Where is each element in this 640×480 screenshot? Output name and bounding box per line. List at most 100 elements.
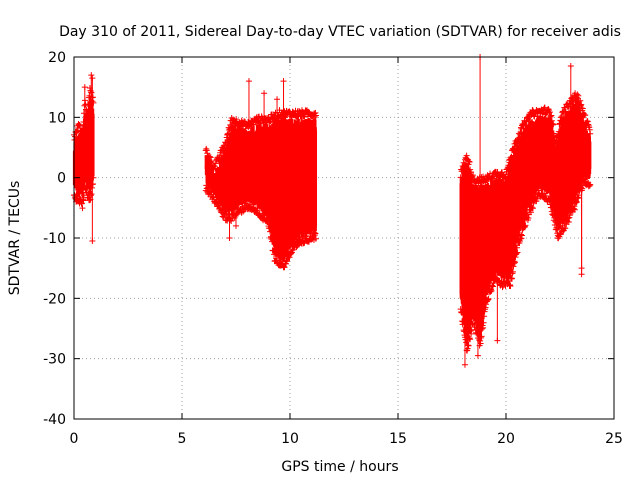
data-point xyxy=(281,264,288,271)
data-point xyxy=(312,112,319,119)
data-point xyxy=(551,214,558,221)
data-point xyxy=(470,314,477,321)
data-point xyxy=(508,275,515,282)
data-point xyxy=(518,232,525,239)
data-point xyxy=(513,250,520,257)
outlier-point xyxy=(233,222,239,229)
data-point xyxy=(89,94,96,101)
outlier-point xyxy=(572,90,579,97)
data-point xyxy=(548,112,555,119)
data-point xyxy=(90,174,97,181)
y-tick-label: 20 xyxy=(48,50,66,66)
data-point xyxy=(478,333,485,340)
data-point xyxy=(522,222,529,229)
data-point xyxy=(485,295,492,302)
data-point xyxy=(206,153,213,160)
y-tick-label: -40 xyxy=(43,412,66,428)
data-point xyxy=(76,123,83,130)
data-point xyxy=(575,92,582,99)
outlier-point xyxy=(89,238,96,245)
data-point xyxy=(582,112,589,119)
data-point xyxy=(312,230,319,237)
data-point xyxy=(562,109,569,116)
data-point xyxy=(460,318,467,325)
data-point xyxy=(480,324,487,331)
data-point xyxy=(228,121,235,128)
y-tick-label: -20 xyxy=(43,291,66,307)
outlier-point xyxy=(474,352,481,359)
data-point xyxy=(271,251,278,258)
data-point xyxy=(505,162,512,169)
y-axis-label: SDTVAR / TECUs xyxy=(7,181,23,296)
data-point xyxy=(225,130,232,137)
data-point xyxy=(510,146,517,153)
y-tick-label: -10 xyxy=(43,231,66,247)
data-point xyxy=(490,175,497,182)
chart-title: Day 310 of 2011, Sidereal Day-to-day VTE… xyxy=(59,24,621,40)
data-point xyxy=(80,197,87,204)
axis-ticks: 0 5 10 15 20 25 -40 -30 -20 -10 0 10 20 xyxy=(43,50,623,447)
data-point xyxy=(267,228,274,235)
data-point xyxy=(555,128,562,135)
data-series xyxy=(71,54,594,368)
y-tick-label: 10 xyxy=(48,110,66,126)
data-point xyxy=(207,186,214,193)
data-point xyxy=(460,165,467,172)
data-point xyxy=(79,126,86,133)
outlier-point xyxy=(274,96,281,103)
data-point xyxy=(477,340,484,347)
data-point xyxy=(534,112,541,119)
data-point xyxy=(508,153,515,160)
outlier-point xyxy=(81,84,88,91)
data-point xyxy=(587,181,594,188)
outlier-point xyxy=(226,235,233,241)
data-point xyxy=(511,259,518,266)
data-point xyxy=(467,336,474,343)
outlier-point xyxy=(261,90,268,97)
x-tick-label: 5 xyxy=(178,431,187,447)
data-point xyxy=(509,268,516,275)
data-point xyxy=(552,218,559,225)
data-point xyxy=(507,282,514,289)
data-point xyxy=(526,116,533,123)
data-point xyxy=(269,238,276,245)
data-point xyxy=(83,189,90,196)
outlier-point xyxy=(578,271,585,278)
x-tick-label: 15 xyxy=(389,431,407,447)
data-point xyxy=(562,225,569,232)
data-point xyxy=(218,152,225,159)
data-point xyxy=(527,209,534,216)
data-point xyxy=(557,231,564,238)
data-point xyxy=(80,119,87,126)
data-point xyxy=(587,130,594,137)
outlier-point xyxy=(89,75,96,82)
data-point xyxy=(90,99,97,106)
data-point xyxy=(79,205,86,212)
y-tick-label: 0 xyxy=(57,171,66,187)
outlier-point xyxy=(245,78,252,85)
data-point xyxy=(466,158,473,165)
data-point xyxy=(88,191,95,197)
outlier-point xyxy=(567,63,574,70)
data-point xyxy=(238,209,245,216)
data-point xyxy=(259,210,266,217)
data-point xyxy=(89,181,96,188)
x-tick-label: 20 xyxy=(497,431,515,447)
data-point xyxy=(221,144,228,151)
y-tick-label: -30 xyxy=(43,352,66,368)
data-point xyxy=(579,105,586,112)
data-point xyxy=(550,121,557,128)
data-point xyxy=(457,174,464,181)
data-point xyxy=(312,235,319,242)
data-point xyxy=(514,249,521,256)
data-point xyxy=(458,309,465,316)
data-point xyxy=(85,101,92,108)
x-axis-label: GPS time / hours xyxy=(281,459,398,475)
outlier-point xyxy=(280,78,287,85)
data-point xyxy=(465,342,472,349)
outlier-point xyxy=(563,210,570,217)
data-point xyxy=(511,143,518,150)
data-point xyxy=(84,110,91,117)
data-point xyxy=(529,205,536,212)
